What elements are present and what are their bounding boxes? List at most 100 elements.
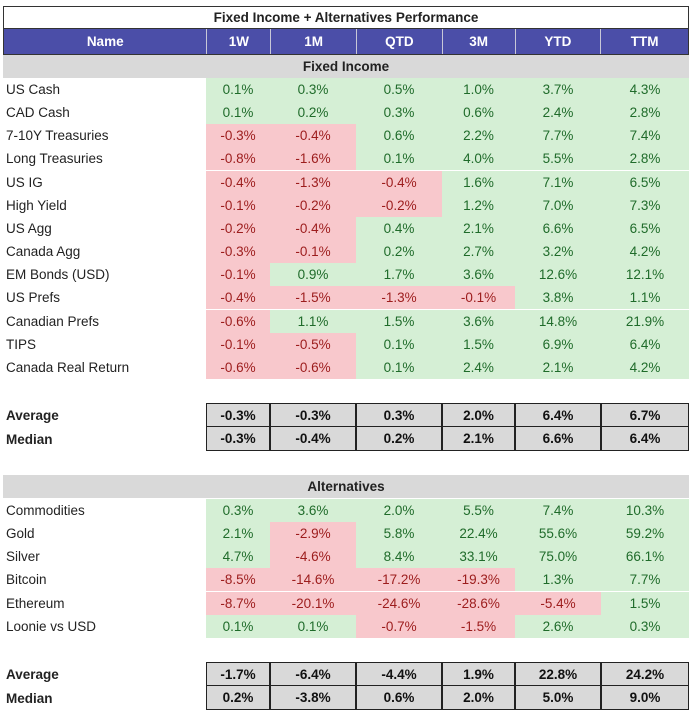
value-cell: -1.5% [270,286,356,310]
value-cell: 7.4% [515,499,601,522]
column-header-name[interactable]: Name [86,34,124,49]
summary-value-cell: 2.0% [442,686,515,710]
table-row: Canadian Prefs -0.6% 1.1% 1.5% 3.6% 14.8% 21.9… [3,309,689,333]
value-cell: 2.2% [442,124,515,148]
value-cell: 1.0% [442,78,515,101]
column-header-row: Name 1W 1M QTD 3M YTD TTM [3,29,689,55]
value-cell: 66.1% [601,545,689,569]
value-cell: 7.1% [515,170,601,194]
value-cell: -0.4% [270,124,356,148]
summary-value-cell: 0.6% [356,686,442,710]
value-cell: 1.6% [442,170,515,194]
value-cell: 12.6% [515,263,601,287]
value-cell: 0.2% [270,101,356,125]
summary-value-cell: -0.3% [206,403,270,427]
value-cell: 4.2% [601,240,689,264]
value-cell: 0.1% [206,78,270,101]
table-row: High Yield -0.1% -0.2% -0.2% 1.2% 7.0% 7.3% [3,193,689,217]
value-cell: 6.6% [515,216,601,240]
value-cell: -0.2% [270,193,356,217]
column-header-1m[interactable]: 1M [270,29,356,54]
summary-value-cell: 6.4% [601,427,689,451]
table-row: Commodities 0.3% 3.6% 2.0% 5.5% 7.4% 10.3% [3,499,689,522]
table-row: Ethereum -8.7% -20.1% -24.6% -28.6% -5.4% 1.5% [3,591,689,615]
value-cell: 3.6% [270,499,356,522]
table-row: Silver 4.7% -4.6% 8.4% 33.1% 75.0% 66.1% [3,545,689,569]
value-cell: 8.4% [356,545,442,569]
row-name: US Prefs [6,290,61,306]
summary-row-median: Median -0.3% -0.4% 0.2% 2.1% 6.6% 6.4% [3,427,689,451]
value-cell: 33.1% [442,545,515,569]
table-row: EM Bonds (USD) -0.1% 0.9% 1.7% 3.6% 12.6% 12.1… [3,263,689,287]
value-cell: 2.8% [601,101,689,125]
value-cell: 7.3% [601,193,689,217]
summary-value-cell: 6.6% [515,427,601,451]
value-cell: 2.4% [515,101,601,125]
value-cell: -8.7% [206,591,270,615]
value-cell: 12.1% [601,263,689,287]
value-cell: -0.4% [270,216,356,240]
value-cell: 2.1% [442,216,515,240]
value-cell: 2.6% [515,614,601,638]
value-cell: 2.8% [601,147,689,171]
table-row: Gold 2.1% -2.9% 5.8% 22.4% 55.6% 59.2% [3,522,689,546]
column-header-qtd[interactable]: QTD [355,29,442,54]
value-cell: -1.6% [270,147,356,171]
value-cell: -17.2% [356,568,442,592]
value-cell: 1.5% [356,309,442,333]
row-name: Silver [6,549,40,565]
value-cell: 1.5% [442,332,515,356]
value-cell: 14.8% [515,309,601,333]
summary-value-cell: -6.4% [270,662,356,686]
summary-row-average: Average -0.3% -0.3% 0.3% 2.0% 6.4% 6.7% [3,403,689,427]
row-name: Long Treasuries [6,151,103,167]
value-cell: 4.7% [206,545,270,569]
table-row: Canada Real Return -0.6% -0.6% 0.1% 2.4% 2.1%… [3,355,689,379]
value-cell: 7.0% [515,193,601,217]
column-header-1w[interactable]: 1W [206,29,270,54]
value-cell: 0.6% [442,101,515,125]
value-cell: 1.2% [442,193,515,217]
value-cell: -20.1% [270,591,356,615]
value-cell: -14.6% [270,568,356,592]
summary-value-cell: -4.4% [356,662,442,686]
value-cell: -0.2% [206,216,270,240]
value-cell: -0.4% [206,170,270,194]
value-cell: -4.6% [270,545,356,569]
table-row: US IG -0.4% -1.3% -0.4% 1.6% 7.1% 6.5% [3,170,689,194]
table-row: Loonie vs USD 0.1% 0.1% -0.7% -1.5% 2.6% 0.3% [3,614,689,638]
summary-value-cell: -0.3% [270,403,356,427]
row-name: Ethereum [6,595,65,611]
value-cell: 0.1% [356,147,442,171]
value-cell: -0.5% [270,332,356,356]
value-cell: 75.0% [515,545,601,569]
value-cell: 4.0% [442,147,515,171]
value-cell: 3.7% [515,78,601,101]
table-row: US Cash 0.1% 0.3% 0.5% 1.0% 3.7% 4.3% [3,78,689,101]
value-cell: -8.5% [206,568,270,592]
value-cell: 0.5% [356,78,442,101]
summary-value-cell: 1.9% [442,662,515,686]
value-cell: -0.7% [356,614,442,638]
value-cell: 6.5% [601,170,689,194]
value-cell: 0.1% [206,101,270,125]
summary-row-median: Median 0.2% -3.8% 0.6% 2.0% 5.0% 9.0% [3,686,689,710]
value-cell: 2.7% [442,240,515,264]
value-cell: -0.1% [206,193,270,217]
value-cell: 2.0% [356,499,442,522]
row-name: Canada Real Return [6,359,130,375]
column-header-ytd[interactable]: YTD [514,29,601,54]
column-header-3m[interactable]: 3M [441,29,515,54]
summary-label: Average [6,407,59,423]
column-header-ttm[interactable]: TTM [600,29,688,54]
value-cell: 3.6% [442,263,515,287]
value-cell: 3.2% [515,240,601,264]
value-cell: -5.4% [515,591,601,615]
value-cell: 7.4% [601,124,689,148]
value-cell: 0.1% [206,614,270,638]
value-cell: 0.9% [270,263,356,287]
table-row: Bitcoin -8.5% -14.6% -17.2% -19.3% 1.3% 7.7% [3,568,689,592]
summary-label: Median [6,431,53,447]
value-cell: -0.6% [206,309,270,333]
summary-value-cell: 0.2% [356,427,442,451]
